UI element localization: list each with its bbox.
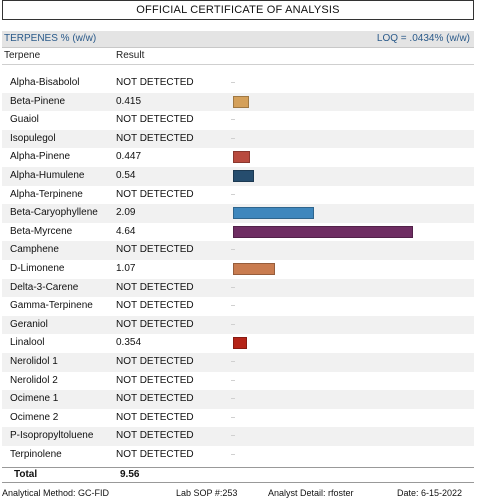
zero-tick <box>231 453 235 455</box>
terpene-result: NOT DETECTED <box>116 411 194 423</box>
table-row: Beta-Pinene 0.415 <box>2 92 474 112</box>
result-bar <box>233 151 251 164</box>
terpene-result: NOT DETECTED <box>116 393 194 405</box>
total-value: 9.56 <box>120 469 140 480</box>
report-date: Date: 6-15-2022 <box>397 488 463 498</box>
table-row: Isopulegol NOT DETECTED <box>2 129 474 149</box>
result-bar <box>233 207 315 220</box>
terpene-name: Geraniol <box>10 318 48 330</box>
terpene-name: Beta-Myrcene <box>10 225 73 237</box>
terpene-name: P-Isopropyltoluene <box>10 430 94 442</box>
zero-tick <box>231 360 235 362</box>
result-bar <box>233 337 247 350</box>
terpene-name: Terpinolene <box>10 448 62 460</box>
terpene-name: Guaiol <box>10 114 39 126</box>
terpene-name: Camphene <box>10 244 59 256</box>
table-row: Ocimene 2 NOT DETECTED <box>2 409 474 428</box>
terpene-name: Delta-3-Carene <box>10 281 79 293</box>
terpene-name: D-Limonene <box>10 262 65 274</box>
terpene-name: Linalool <box>10 337 45 349</box>
terpene-result: NOT DETECTED <box>116 300 194 312</box>
zero-tick <box>231 286 235 288</box>
total-label: Total <box>14 469 38 480</box>
zero-tick <box>231 435 235 437</box>
table-row: Nerolidol 2 NOT DETECTED <box>2 372 474 391</box>
terpene-name: Alpha-Terpinene <box>10 188 83 200</box>
terpene-result: NOT DETECTED <box>116 318 194 330</box>
zero-tick <box>231 137 235 139</box>
table-row: Guaiol NOT DETECTED <box>2 111 474 130</box>
terpene-table: Alpha-Bisabolol NOT DETECTED Beta-Pinene 0.… <box>2 74 474 464</box>
terpene-name: Ocimene 1 <box>10 393 59 405</box>
lab-sop: Lab SOP #:253 <box>176 488 238 498</box>
table-row: Gamma-Terpinene NOT DETECTED <box>2 297 474 316</box>
section-label: TERPENES % (w/w) <box>4 33 97 44</box>
table-row: D-Limonene 1.07 <box>2 260 474 279</box>
analytical-method: Analytical Method: GC-FID <box>2 488 110 498</box>
table-row: Delta-3-Carene NOT DETECTED <box>2 278 474 298</box>
column-header-terpene: Terpene <box>4 50 41 61</box>
terpene-name: Ocimene 2 <box>10 411 59 423</box>
zero-tick <box>231 193 235 195</box>
table-row: Beta-Caryophyllene 2.09 <box>2 204 474 223</box>
table-row: Alpha-Pinene 0.447 <box>2 148 474 167</box>
zero-tick <box>231 323 235 325</box>
table-row: Nerolidol 1 NOT DETECTED <box>2 352 474 372</box>
terpene-result: NOT DETECTED <box>116 430 194 442</box>
zero-tick <box>231 305 235 307</box>
zero-tick <box>231 82 235 83</box>
zero-tick <box>231 416 235 418</box>
result-bar <box>233 225 413 238</box>
terpene-result: NOT DETECTED <box>116 281 194 293</box>
terpene-name: Beta-Caryophyllene <box>10 207 98 219</box>
terpene-result: 0.54 <box>116 169 136 181</box>
terpene-result: 0.354 <box>116 337 142 349</box>
analyst-detail: Analyst Detail: rfoster <box>268 488 354 498</box>
table-row: Alpha-Bisabolol NOT DETECTED <box>2 74 474 93</box>
terpene-result: 4.64 <box>116 225 136 237</box>
table-row: Geraniol NOT DETECTED <box>2 315 474 335</box>
table-row: P-Isopropyltoluene NOT DETECTED <box>2 427 474 446</box>
terpene-name: Nerolidol 1 <box>10 355 58 367</box>
zero-tick <box>231 119 235 121</box>
total-row: Total 9.56 <box>2 467 474 483</box>
header-divider <box>2 64 474 65</box>
table-row: Linalool 0.354 <box>2 334 474 353</box>
table-row: Alpha-Terpinene NOT DETECTED <box>2 186 474 205</box>
terpene-result: 1.07 <box>116 262 136 274</box>
terpene-name: Isopulegol <box>10 132 56 144</box>
loq-label: LOQ = .0434% (w/w) <box>376 33 470 44</box>
zero-tick <box>231 249 235 251</box>
table-row: Camphene NOT DETECTED <box>2 241 474 260</box>
terpene-result: 0.447 <box>116 151 142 163</box>
result-bar <box>233 95 250 108</box>
result-bar <box>233 262 275 275</box>
terpene-result: NOT DETECTED <box>116 188 194 200</box>
terpene-name: Beta-Pinene <box>10 95 66 107</box>
terpene-name: Alpha-Humulene <box>10 169 85 181</box>
table-row: Terpinolene NOT DETECTED <box>2 446 474 465</box>
table-row: Ocimene 1 NOT DETECTED <box>2 390 474 409</box>
column-header-result: Result <box>116 50 145 61</box>
terpene-result: NOT DETECTED <box>116 374 194 386</box>
terpene-result: NOT DETECTED <box>116 114 194 126</box>
certificate-title: OFFICIAL CERTIFICATE OF ANALYSIS <box>2 0 474 20</box>
terpene-name: Alpha-Bisabolol <box>10 77 80 88</box>
terpene-name: Gamma-Terpinene <box>10 300 93 312</box>
terpene-result: NOT DETECTED <box>116 355 194 367</box>
terpene-result: NOT DETECTED <box>116 448 194 460</box>
table-row: Alpha-Humulene 0.54 <box>2 166 474 186</box>
terpene-result: NOT DETECTED <box>116 77 194 88</box>
terpene-name: Nerolidol 2 <box>10 374 58 386</box>
terpene-result: NOT DETECTED <box>116 244 194 256</box>
terpene-result: NOT DETECTED <box>116 132 194 144</box>
section-header-band: TERPENES % (w/w) LOQ = .0434% (w/w) <box>2 31 474 48</box>
terpene-result: 0.415 <box>116 95 142 107</box>
table-row: Beta-Myrcene 4.64 <box>2 223 474 242</box>
result-bar <box>233 169 254 182</box>
terpene-name: Alpha-Pinene <box>10 151 71 163</box>
terpene-result: 2.09 <box>116 207 136 219</box>
zero-tick <box>231 398 235 400</box>
zero-tick <box>231 379 235 381</box>
